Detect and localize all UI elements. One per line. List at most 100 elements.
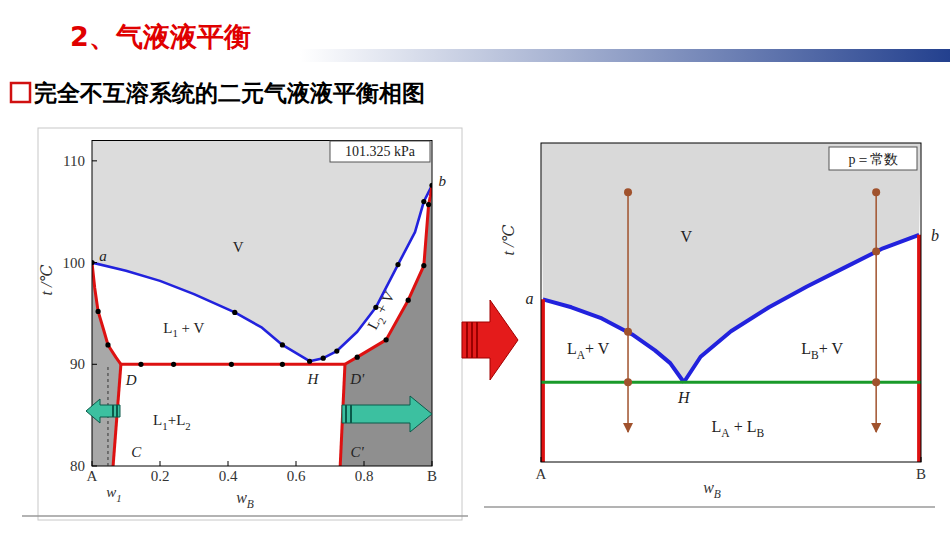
data-point: [138, 362, 143, 367]
region-label: L2 + V: [364, 288, 401, 334]
data-point: [872, 188, 880, 196]
y-tick-label: 90: [70, 356, 85, 372]
x-tick-label: A: [87, 468, 98, 484]
data-point: [872, 378, 880, 386]
arrow-stripe: [476, 322, 478, 358]
region-label: D: [125, 372, 137, 388]
plot-frame: [541, 143, 921, 462]
x-tick-label: B: [427, 468, 437, 484]
slide: 2、气液液平衡完全不互溶系统的二元气液液平衡相图8090100110A0.20.…: [0, 0, 950, 535]
arrow-stripe: [350, 405, 352, 423]
arrow-stripe: [471, 322, 473, 358]
phase-line: [543, 299, 684, 382]
region-label: V: [680, 228, 692, 245]
region-label: H: [307, 371, 320, 387]
region-label: LA + LB: [712, 418, 765, 439]
arrow-stripe: [112, 405, 114, 417]
y-tick: [92, 466, 97, 467]
region-label: a: [526, 290, 534, 307]
x-axis-label: wB: [236, 489, 254, 510]
data-point: [280, 342, 285, 347]
data-point: [232, 310, 237, 315]
note-box: [330, 141, 430, 162]
plot-background: [92, 141, 432, 467]
direction-arrow: [86, 399, 120, 423]
data-point: [624, 378, 632, 386]
note-box: [829, 147, 917, 170]
x-tick: [432, 461, 433, 466]
data-point: [280, 362, 285, 367]
note: p＝常数: [849, 152, 898, 167]
region-label: LB+ V: [801, 340, 843, 361]
slide-title: 2、气液液平衡: [70, 21, 251, 52]
phase-line: [92, 263, 310, 362]
plot-area: [541, 143, 921, 462]
x-tick-label: A: [536, 466, 547, 482]
x-tick: [160, 461, 161, 466]
data-point: [307, 359, 312, 364]
region-label: b: [438, 173, 446, 189]
region-label: L1+L2: [153, 412, 191, 432]
data-point: [624, 188, 632, 196]
data-point: [334, 348, 339, 353]
panel-rule: [484, 506, 935, 508]
slide-subtitle: 完全不互溶系统的二元气液液平衡相图: [34, 80, 425, 106]
y-tick: [92, 262, 97, 263]
data-point: [384, 337, 389, 342]
phase-line: [310, 185, 432, 361]
y-tick: [92, 364, 97, 365]
y-tick-label: 80: [70, 458, 85, 474]
arrow-stripe: [116, 405, 118, 417]
panel-rule: [22, 515, 468, 517]
region-label: V: [233, 239, 244, 255]
plot-area: [92, 141, 432, 467]
data-point: [872, 247, 880, 255]
region-label: LA+ V: [567, 340, 610, 361]
data-point: [229, 362, 234, 367]
phase-line: [345, 185, 432, 364]
x-tick: [92, 461, 93, 466]
data-point: [355, 355, 360, 360]
y-tick-label: 110: [63, 153, 85, 169]
x-tick: [541, 457, 542, 462]
header-bar: [300, 49, 950, 62]
region-label: H: [677, 389, 691, 406]
phase-line: [541, 299, 545, 462]
x-tick: [364, 461, 365, 466]
data-point: [426, 202, 431, 207]
data-point: [105, 342, 110, 347]
x-tick: [921, 457, 922, 462]
transition-arrow: [462, 300, 518, 380]
phase-line: [684, 235, 919, 382]
x-tick-label: 0.6: [287, 468, 306, 484]
reference-label: w1: [106, 484, 121, 504]
phase-region: [92, 141, 432, 362]
x-tick-label: B: [916, 466, 926, 482]
data-point: [171, 362, 176, 367]
plot-frame: [92, 141, 432, 467]
phase-line: [92, 263, 121, 365]
plot-background: [541, 143, 921, 462]
data-point: [406, 298, 411, 303]
isopleth: [627, 192, 629, 432]
left-panel: [38, 128, 462, 520]
isopleth: [875, 192, 877, 432]
y-tick: [92, 160, 97, 161]
region-label: D': [349, 371, 365, 387]
bullet-box: [11, 83, 30, 102]
arrow-stripe: [345, 405, 347, 423]
region-label: b: [931, 227, 939, 244]
region-label: C: [131, 444, 142, 460]
y-axis-label: t /℃: [500, 225, 517, 256]
phase-region: [92, 263, 121, 466]
x-tick: [296, 461, 297, 466]
y-axis-label: t /℃: [38, 265, 55, 296]
phase-line: [541, 381, 921, 384]
data-point: [96, 309, 101, 314]
region-label: L1 + V: [163, 320, 204, 340]
data-point: [421, 199, 426, 204]
phase-region: [340, 185, 432, 466]
data-point: [624, 328, 632, 336]
x-axis-label: wB: [703, 479, 721, 500]
data-point: [421, 263, 426, 268]
